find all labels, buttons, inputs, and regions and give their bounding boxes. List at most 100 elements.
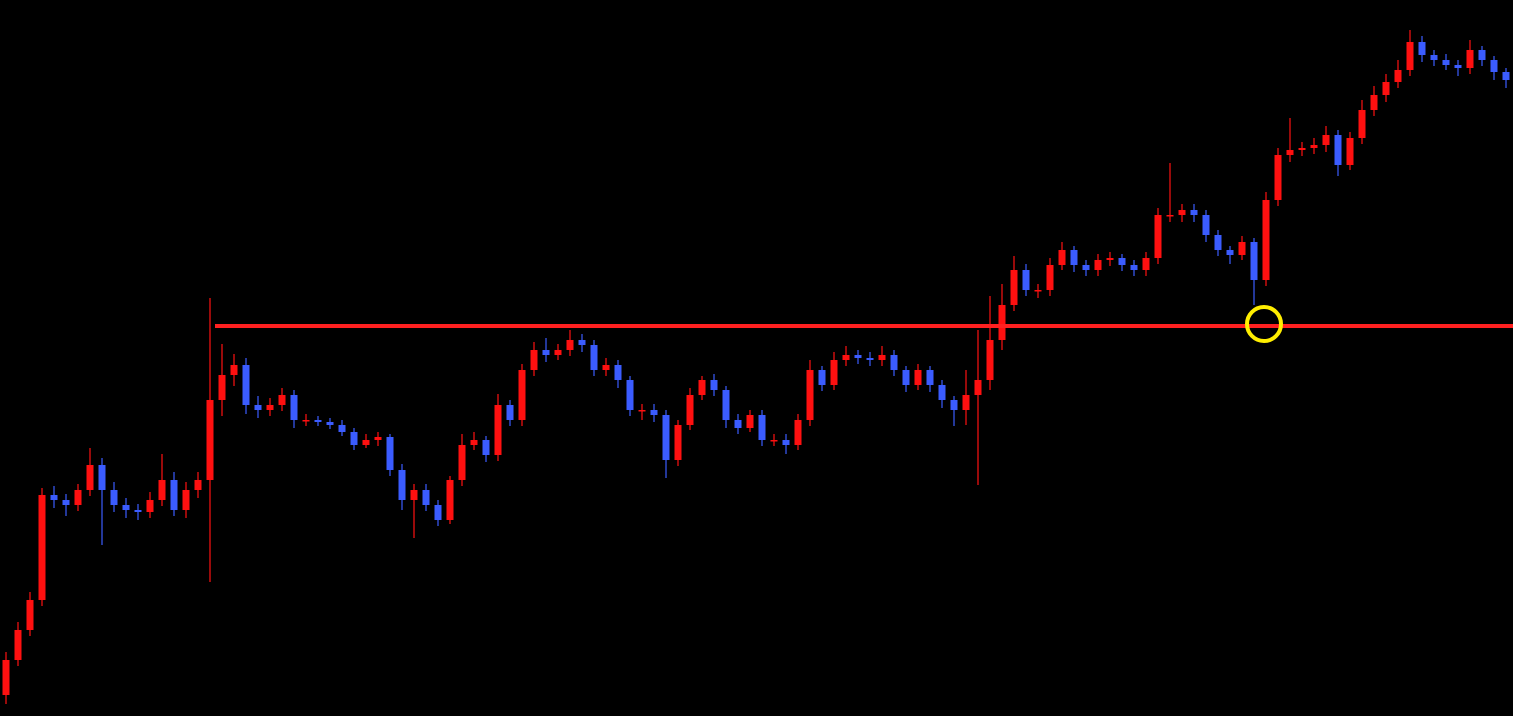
candle-body [1262,200,1270,280]
candle-body [998,305,1006,340]
candle-body [626,380,634,410]
candle-body [866,358,874,360]
candle-body [1430,55,1438,60]
candle-body [434,505,442,520]
candle-body [2,660,10,695]
candle-body [590,345,598,370]
candle-body [1418,42,1426,55]
candle-body [1334,135,1342,165]
candle-body [1058,250,1066,265]
candle-body [206,400,214,480]
candle-body [362,440,370,445]
candle-body [1382,82,1390,95]
candle-body [290,395,298,420]
candle-body [1238,242,1246,255]
candle-body [134,510,142,512]
candle-body [194,480,202,490]
candle-body [482,440,490,455]
candle-body [1274,155,1282,200]
candle-body [614,365,622,380]
candle-body [710,380,718,390]
candle-body [242,365,250,405]
candle-body [410,490,418,500]
candle-body [1106,258,1114,260]
candle-body [1454,65,1462,68]
candle-body [1178,210,1186,215]
candle-body [86,465,94,490]
candle-body [1502,72,1510,80]
candle-body [902,370,910,385]
candle-body [398,470,406,500]
candle-body [758,415,766,440]
candle-body [146,500,154,512]
candle-body [1250,242,1258,280]
candle-body [50,495,58,500]
candle-body [842,355,850,360]
candle-body [1346,138,1354,165]
candle-body [890,355,898,370]
candle-body [386,437,394,470]
candle-body [878,355,886,360]
candle-body [266,405,274,410]
candle-body [62,500,70,505]
candle-body [578,340,586,345]
candle-body [530,350,538,370]
candle-body [854,355,862,358]
candle-body [1022,270,1030,290]
candle-body [962,395,970,410]
candle-body [422,490,430,505]
candle-body [1154,215,1162,258]
candles [2,30,1510,704]
candle-body [818,370,826,385]
candle-body [1298,148,1306,150]
candle-body [1466,50,1474,68]
candle-body [326,422,334,425]
candle-body [674,425,682,460]
candle-body [1406,42,1414,70]
candle-body [302,420,310,422]
candle-body [1130,265,1138,270]
candle-body [734,420,742,428]
candle-body [1166,215,1174,217]
candle-body [782,440,790,445]
candle-body [230,365,238,375]
candle-body [1370,95,1378,110]
candle-body [650,410,658,415]
candle-body [518,370,526,420]
candle-body [794,420,802,445]
candle-body [1214,235,1222,250]
candle-body [1322,135,1330,145]
candle-body [1226,250,1234,255]
candle-body [926,370,934,385]
candle-body [806,370,814,420]
candle-body [98,465,106,490]
candle-body [1118,258,1126,265]
candle-body [350,432,358,445]
candle-body [1286,150,1294,155]
candle-body [974,380,982,395]
candle-body [1358,110,1366,138]
candle-body [566,340,574,350]
candle-body [914,370,922,385]
candle-body [1034,290,1042,292]
candle-body [1142,258,1150,270]
candle-body [170,480,178,510]
candle-body [338,425,346,432]
candle-body [38,495,46,600]
candle-body [1442,60,1450,65]
candle-body [278,395,286,405]
candle-body [770,440,778,442]
candle-body [254,405,262,410]
candle-body [74,490,82,505]
candle-body [446,480,454,520]
candle-body [158,480,166,500]
candle-body [662,415,670,460]
candle-body [458,445,466,480]
candle-body [1094,260,1102,270]
candle-body [26,600,34,630]
candle-body [1010,270,1018,305]
candle-body [314,420,322,422]
candle-body [698,380,706,395]
candle-body [14,630,22,660]
